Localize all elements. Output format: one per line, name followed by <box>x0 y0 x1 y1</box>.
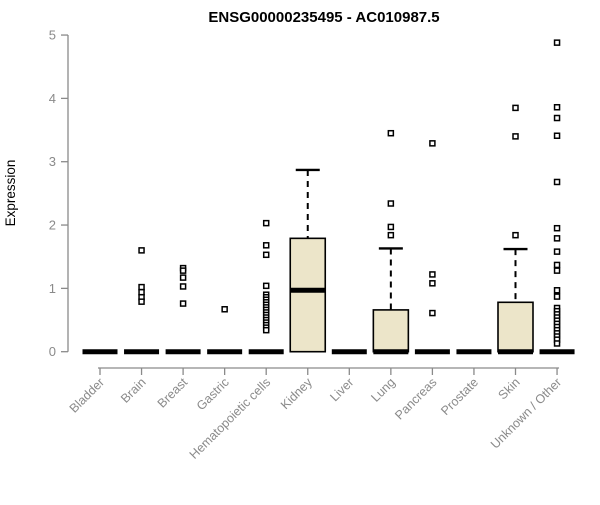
outlier-point-hematopoietic-cells <box>262 219 270 227</box>
outlier-point-unknown-other <box>553 248 561 255</box>
outlier-point-breast <box>179 283 187 290</box>
outlier-point-brain <box>138 247 145 254</box>
outlier-point-unknown-other <box>553 340 561 347</box>
x-tick-label-brain: Brain <box>118 375 149 406</box>
outlier-point-breast <box>179 267 187 274</box>
outlier-point-unknown-other <box>553 293 561 300</box>
x-tick-label-prostate: Prostate <box>438 375 481 418</box>
x-tick-label-bladder: Bladder <box>67 375 107 415</box>
x-tick-label-unknown-other: Unknown / Other <box>488 375 564 451</box>
x-tick-label-skin: Skin <box>496 375 523 402</box>
outlier-point-skin <box>512 133 519 140</box>
x-tick-label-liver: Liver <box>327 375 356 404</box>
outlier-point-brain <box>138 283 145 291</box>
x-tick-label-hematopoietic-cells: Hematopoietic cells <box>187 375 274 462</box>
box-skin <box>497 301 534 353</box>
chart-title: ENSG00000235495 - AC010987.5 <box>208 9 439 26</box>
plot-area: 0 1 2 3 4 5 Bladder Brain Breast GastricHematopoi… <box>49 28 575 462</box>
outlier-point-hematopoietic-cells <box>262 251 270 259</box>
outlier-point-unknown-other <box>553 261 561 269</box>
outlier-point-brain <box>138 298 145 305</box>
outlier-point-breast <box>179 300 187 307</box>
x-tick-label-lung: Lung <box>368 375 398 405</box>
outlier-point-skin <box>512 104 519 112</box>
y-tick-label: 1 <box>49 281 56 296</box>
outlier-point-pancreas <box>429 140 436 147</box>
x-tick-label-gastric: Gastric <box>194 375 232 413</box>
y-tick-label: 2 <box>49 218 56 233</box>
outlier-point-skin <box>512 231 519 239</box>
y-axis-label: Expression <box>3 160 18 227</box>
outlier-point-brain <box>138 288 145 296</box>
outlier-point-pancreas <box>429 280 436 287</box>
box-kidney <box>289 237 327 353</box>
y-tick-label: 5 <box>49 28 56 43</box>
outlier-point-unknown-other <box>553 114 561 122</box>
y-tick-label: 0 <box>49 344 56 359</box>
outlier-point-unknown-other <box>553 103 561 111</box>
outlier-point-lung <box>387 200 395 207</box>
outlier-point-unknown-other <box>553 235 561 242</box>
box-lung <box>372 309 410 353</box>
outlier-point-hematopoietic-cells <box>262 326 270 334</box>
outlier-point-breast <box>179 274 187 281</box>
x-tick-label-breast: Breast <box>155 375 191 411</box>
outlier-point-lung <box>387 129 395 137</box>
outlier-point-unknown-other <box>553 132 561 139</box>
x-tick-label-pancreas: Pancreas <box>392 375 439 422</box>
outlier-point-unknown-other <box>553 39 561 46</box>
outlier-point-hematopoietic-cells <box>262 282 270 290</box>
outlier-point-unknown-other <box>553 224 561 232</box>
outlier-point-pancreas <box>429 309 436 317</box>
outlier-point-unknown-other <box>553 287 561 294</box>
outlier-point-lung <box>387 223 395 231</box>
outlier-point-unknown-other <box>553 267 561 274</box>
outlier-point-unknown-other <box>553 178 561 186</box>
y-tick-label: 4 <box>49 91 56 106</box>
x-tick-label-kidney: Kidney <box>278 375 315 412</box>
outlier-point-hematopoietic-cells <box>262 242 270 249</box>
outlier-point-pancreas <box>429 271 436 278</box>
y-tick-label: 3 <box>49 154 56 169</box>
outlier-point-lung <box>387 231 395 239</box>
outlier-point-gastric <box>221 306 228 313</box>
